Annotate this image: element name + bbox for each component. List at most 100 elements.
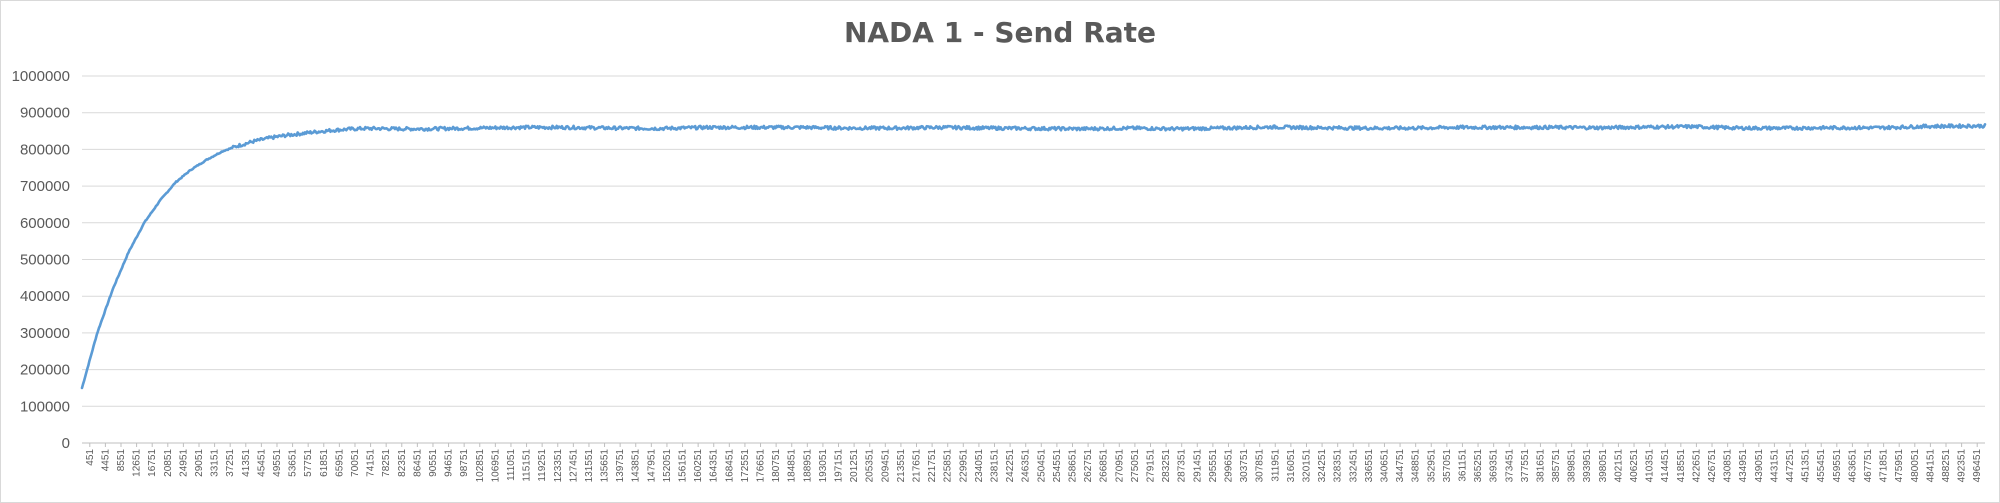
y-tick-label: 300000 [20, 325, 70, 342]
x-tick-label: 307851 [1255, 449, 1266, 483]
y-tick-label: 700000 [20, 178, 70, 195]
x-tick-label: 320151 [1301, 449, 1312, 483]
x-tick-label: 328351 [1333, 449, 1344, 483]
x-tick-label: 418551 [1676, 449, 1687, 483]
x-tick-label: 152051 [662, 449, 673, 483]
x-tick-label: 78251 [381, 449, 392, 477]
x-tick-label: 119251 [537, 449, 548, 482]
x-tick-label: 291451 [1192, 449, 1203, 483]
x-tick-label: 266851 [1099, 449, 1110, 483]
x-tick-label: 86451 [412, 449, 423, 477]
x-tick-label: 33151 [210, 449, 221, 477]
x-tick-label: 402151 [1613, 449, 1624, 483]
x-tick-label: 45451 [256, 449, 267, 477]
x-tick-label: 197151 [834, 449, 845, 483]
x-tick-label: 393951 [1582, 449, 1593, 483]
y-tick-label: 800000 [20, 141, 70, 158]
x-tick-label: 279151 [1145, 449, 1156, 483]
x-tick-label: 373451 [1504, 449, 1515, 483]
x-tick-label: 299651 [1223, 449, 1234, 483]
y-tick-label: 900000 [20, 105, 70, 122]
x-tick-label: 4451 [100, 449, 111, 472]
x-tick-label: 344751 [1395, 449, 1406, 483]
x-tick-label: 369351 [1489, 449, 1500, 483]
x-tick-label: 385751 [1551, 449, 1562, 483]
y-tick-label: 1000000 [12, 68, 70, 85]
x-tick-label: 143851 [631, 449, 642, 483]
x-tick-label: 459551 [1832, 449, 1843, 483]
x-tick-label: 451 [85, 449, 96, 466]
x-tick-label: 193051 [818, 449, 829, 483]
x-tick-label: 201251 [849, 449, 860, 483]
x-tick-label: 29051 [194, 449, 205, 477]
y-tick-label: 200000 [20, 362, 70, 379]
x-tick-label: 176651 [756, 449, 767, 483]
x-tick-label: 352951 [1426, 449, 1437, 483]
x-tick-label: 324251 [1317, 449, 1328, 483]
x-tick-label: 336551 [1364, 449, 1375, 483]
x-tick-label: 221751 [927, 449, 938, 483]
x-tick-label: 270951 [1114, 449, 1125, 483]
x-tick-label: 361151 [1457, 449, 1468, 482]
x-tick-label: 16751 [147, 449, 158, 477]
x-tick-label: 234051 [974, 449, 985, 483]
x-tick-label: 377551 [1520, 449, 1531, 483]
x-tick-label: 156151 [678, 449, 689, 483]
x-tick-label: 209451 [880, 449, 891, 483]
x-tick-label: 303751 [1239, 449, 1250, 483]
x-tick-label: 123351 [553, 449, 564, 483]
x-tick-label: 410351 [1645, 449, 1656, 483]
x-tick-label: 254551 [1052, 449, 1063, 483]
x-tick-label: 250451 [1036, 449, 1047, 483]
x-tick-label: 287351 [1177, 449, 1188, 483]
x-tick-label: 168451 [724, 449, 735, 483]
x-tick-label: 65951 [334, 449, 345, 477]
x-tick-label: 492351 [1957, 449, 1968, 483]
x-tick-label: 434951 [1738, 449, 1749, 483]
x-tick-label: 115151 [522, 449, 533, 482]
x-tick-label: 160251 [693, 449, 704, 483]
x-tick-label: 455451 [1816, 449, 1827, 483]
x-tick-label: 225851 [943, 449, 954, 483]
x-tick-label: 147951 [646, 449, 657, 483]
x-tick-label: 414451 [1660, 449, 1671, 483]
x-tick-label: 139751 [615, 449, 626, 483]
x-tick-label: 217651 [912, 449, 923, 483]
x-tick-label: 172551 [740, 449, 751, 483]
x-tick-label: 471851 [1879, 449, 1890, 483]
y-tick-label: 100000 [20, 398, 70, 415]
x-tick-label: 488251 [1941, 449, 1952, 483]
x-tick-label: 348851 [1411, 449, 1422, 483]
x-tick-label: 475951 [1894, 449, 1905, 483]
x-tick-label: 205351 [865, 449, 876, 483]
x-tick-label: 164351 [709, 449, 720, 483]
y-tick-label: 400000 [20, 288, 70, 305]
x-tick-label: 316051 [1286, 449, 1297, 483]
x-tick-label: 98751 [459, 449, 470, 477]
x-tick-label: 106951 [490, 449, 501, 483]
chart-title: NADA 1 - Send Rate [843, 16, 1157, 49]
x-tick-label: 53651 [288, 449, 299, 477]
x-tick-label: 389851 [1567, 449, 1578, 483]
x-tick-label: 430851 [1723, 449, 1734, 483]
x-tick-label: 246351 [1021, 449, 1032, 483]
x-tick-label: 463651 [1847, 449, 1858, 483]
x-tick-label: 131551 [584, 449, 595, 483]
x-tick-label: 447251 [1785, 449, 1796, 483]
x-tick-label: 90551 [428, 449, 439, 477]
x-tick-label: 496451 [1972, 449, 1983, 483]
x-tick-label: 340651 [1379, 449, 1390, 483]
x-tick-label: 94651 [444, 449, 455, 477]
x-tick-label: 451351 [1801, 449, 1812, 483]
x-tick-label: 184851 [787, 449, 798, 483]
x-tick-label: 57751 [303, 449, 314, 477]
x-tick-label: 70051 [350, 449, 361, 477]
y-tick-label: 0 [62, 435, 70, 452]
x-tick-label: 37251 [225, 449, 236, 477]
x-tick-label: 275051 [1130, 449, 1141, 483]
x-tick-label: 258651 [1067, 449, 1078, 483]
x-tick-label: 283251 [1161, 449, 1172, 483]
x-tick-label: 242251 [1005, 449, 1016, 483]
x-tick-label: 127451 [568, 449, 579, 483]
